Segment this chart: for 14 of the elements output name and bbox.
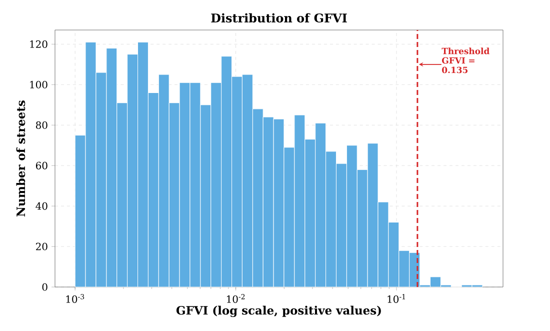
- y-tick-label: 60: [36, 162, 48, 170]
- x-tick-label: 10$^{-2}$: [227, 294, 245, 303]
- y-tick-label: 40: [36, 202, 48, 210]
- annotation: Threshold GFVI = 0.135: [442, 48, 490, 74]
- x-axis-title: GFVI (log scale, positive values): [176, 306, 381, 318]
- chart-title: Distribution of GFVI: [211, 13, 347, 23]
- x-tick-label: 10$^{-1}$: [388, 294, 405, 303]
- y-tick-label: 20: [36, 242, 48, 250]
- y-tick-label: 100: [30, 80, 48, 88]
- y-tick-label: 80: [36, 121, 48, 129]
- y-axis-title: Number of streets: [16, 100, 26, 216]
- x-tick-label: 10$^{-3}$: [66, 294, 84, 303]
- y-tick-label: 120: [30, 40, 48, 48]
- y-tick-label: 0: [42, 283, 48, 291]
